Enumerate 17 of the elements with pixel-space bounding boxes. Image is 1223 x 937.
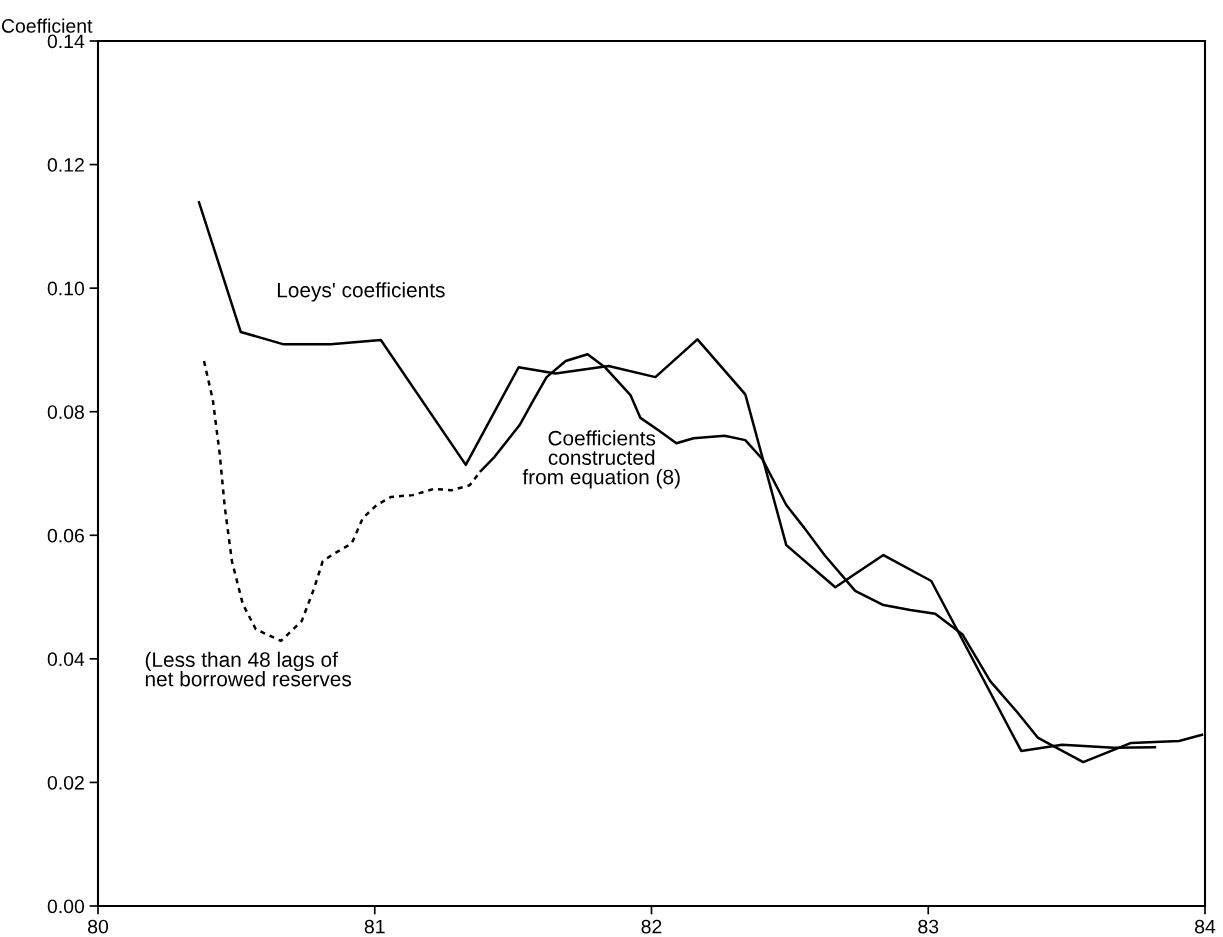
- x-tick-label: 81: [364, 919, 385, 934]
- y-tick-label: 0.12: [47, 158, 84, 172]
- y-tick-label: 0.14: [47, 34, 85, 49]
- x-tick-label: 84: [1195, 919, 1216, 934]
- y-tick-label: 0.04: [47, 652, 85, 667]
- annotation: Loeys' coefficients: [277, 282, 445, 302]
- y-tick-label: 0.00: [47, 899, 85, 914]
- annotation: Coefficients constructed from equation (8): [522, 430, 680, 489]
- y-tick-label: 0.02: [47, 775, 84, 790]
- annotation: (Less than 48 lags of net borrowed reserves: [145, 651, 352, 687]
- y-tick-label: 0.08: [47, 405, 84, 419]
- x-tick-label: 83: [918, 919, 939, 934]
- x-tick-label: 80: [88, 919, 109, 934]
- y-tick-label: 0.10: [47, 281, 85, 296]
- y-axis-title: Coefficient: [1, 18, 93, 33]
- x-tick-label: 82: [641, 919, 662, 934]
- y-tick-label: 0.06: [47, 528, 84, 543]
